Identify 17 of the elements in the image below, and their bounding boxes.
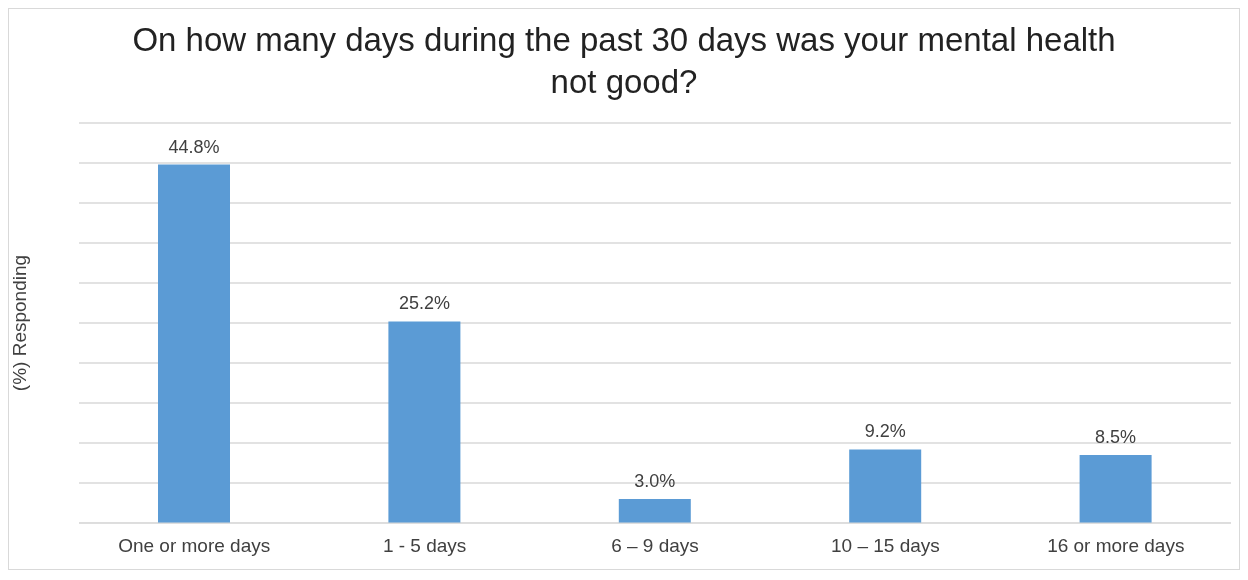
bar [849, 449, 922, 523]
x-tick-label: 16 or more days [1047, 535, 1185, 557]
bar [388, 321, 461, 523]
data-label: 9.2% [864, 421, 906, 442]
data-label: 3.0% [634, 471, 676, 491]
data-label: 8.5% [1095, 427, 1137, 447]
x-tick-label: 1 - 5 days [382, 535, 467, 557]
x-tick-label: 10 – 15 days [830, 535, 940, 557]
bar [618, 499, 691, 523]
x-tick-label: 6 – 9 days [611, 535, 699, 557]
data-label: 44.8% [168, 136, 220, 157]
y-axis-title: (%) Responding [8, 254, 30, 392]
data-label: 25.2% [398, 293, 450, 314]
bar [1079, 455, 1152, 523]
x-tick-label: One or more days [118, 535, 271, 557]
bar [158, 164, 230, 523]
chart-title: On how many days during the past 30 days was your mental health not good? [131, 20, 1117, 102]
